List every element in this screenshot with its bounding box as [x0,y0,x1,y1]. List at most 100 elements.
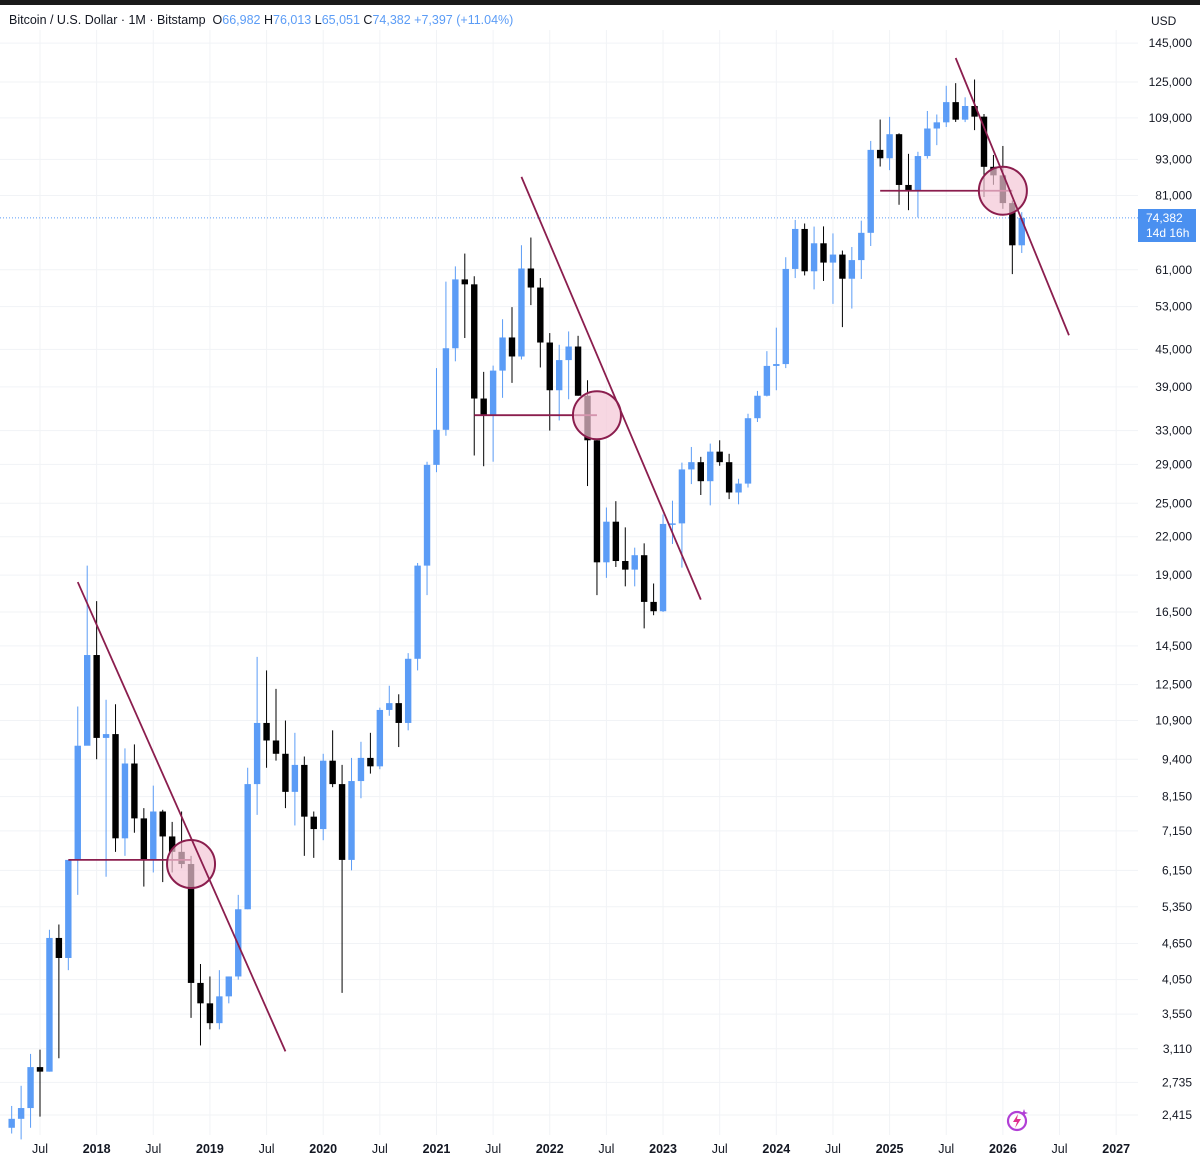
candle-body [933,122,940,129]
time-axis[interactable]: Jul 2018 Jul 2019 Jul 2020 Jul 2021 Jul 2022 Jul 20… [32,1142,1130,1156]
candle-body [1018,217,1025,246]
candle-body [792,228,799,269]
candle-body [55,937,63,958]
candle-body [65,859,72,958]
descending-trendline[interactable] [954,57,1070,336]
candle [707,443,714,506]
candle [17,1085,25,1140]
candle-body [612,521,620,562]
breakdown-circle[interactable] [166,839,217,890]
last-price-tag: 74,382 14d 16h [1138,209,1196,242]
candle-body [216,996,223,1024]
candle [933,114,940,146]
time-tick-label: Jul [32,1142,48,1156]
candle-body [716,451,723,463]
candle-body [452,279,459,349]
candle [282,720,289,809]
candle [357,741,365,799]
candle-body [310,816,317,830]
candle-body [168,836,176,852]
candle-body [971,105,978,117]
symbol-legend: Bitcoin / U.S. Dollar · 1M · Bitstamp O6… [9,13,513,27]
candle [8,1105,15,1134]
candle-body [197,982,204,1004]
time-tick-label: 2023 [649,1142,677,1156]
price-tick-label: 3,550 [1162,1007,1192,1021]
candle [914,151,922,218]
candle-body [773,364,780,366]
grid [0,30,1138,1135]
candle-body [112,734,119,839]
candle-body [678,469,686,524]
candle [697,456,704,496]
time-tick-label: 2018 [83,1142,111,1156]
candle [678,462,686,568]
candle [792,219,799,279]
candle-body [961,105,969,120]
candle [848,246,856,309]
candle [895,133,903,205]
candle-body [688,462,695,470]
candle-body [329,760,336,785]
candle-body [74,745,81,860]
candle [905,153,912,211]
candle-body [499,337,506,371]
candle-body [574,346,582,396]
candle-body [206,1003,214,1024]
candle [725,453,733,500]
tradingview-lightning-logo-icon[interactable] [1004,1107,1032,1133]
close-label: C [363,13,373,27]
candle-body [301,764,308,817]
candle [471,276,478,456]
candle-body [659,523,667,612]
candle-body [735,483,742,493]
candle [55,924,63,1059]
candle [820,226,827,281]
candle-body [84,655,91,746]
candle-body [263,722,270,741]
price-tick-label: 6,150 [1162,863,1192,877]
price-tick-label: 22,000 [1155,530,1192,544]
candle [150,785,157,873]
candle [310,811,317,858]
candle [659,514,667,613]
time-tick-label: Jul [259,1142,275,1156]
candle [527,237,535,306]
candle [622,527,629,587]
candle-body [36,1067,44,1072]
price-tick-label: 29,000 [1155,457,1192,471]
candle-body [414,565,421,659]
candle-body [707,451,714,482]
candle [782,257,789,369]
currency-label[interactable]: USD [1151,14,1177,28]
candle-body [404,658,412,723]
candle-body [225,976,232,997]
descending-trendline[interactable] [76,581,287,1052]
descending-trendline[interactable] [520,176,702,600]
candle [565,331,572,400]
time-tick-label: 2024 [762,1142,790,1156]
candle-body [895,134,903,185]
candle [216,970,223,1030]
candle [367,732,374,774]
symbol-name[interactable]: Bitcoin / U.S. Dollar · 1M · Bitstamp [9,13,206,27]
time-tick-label: 2026 [989,1142,1017,1156]
candle-body [376,709,384,767]
price-tick-label: 45,000 [1155,342,1192,356]
candle-body [320,760,327,830]
candle-body [725,462,733,493]
candle [518,245,525,360]
high-value: 76,013 [273,13,312,27]
candle-body [46,937,53,1072]
candle [876,119,884,167]
price-axis[interactable]: 145,000 125,000 109,000 93,000 81,000 61,000 5… [1149,36,1193,1122]
breakdown-circle[interactable] [571,390,622,441]
candle-body [622,561,629,570]
candle-body [603,521,610,563]
candle-body [508,337,516,357]
candle-body [121,763,129,839]
candle-body [291,764,299,792]
time-tick-label: Jul [938,1142,954,1156]
candle [461,253,468,339]
